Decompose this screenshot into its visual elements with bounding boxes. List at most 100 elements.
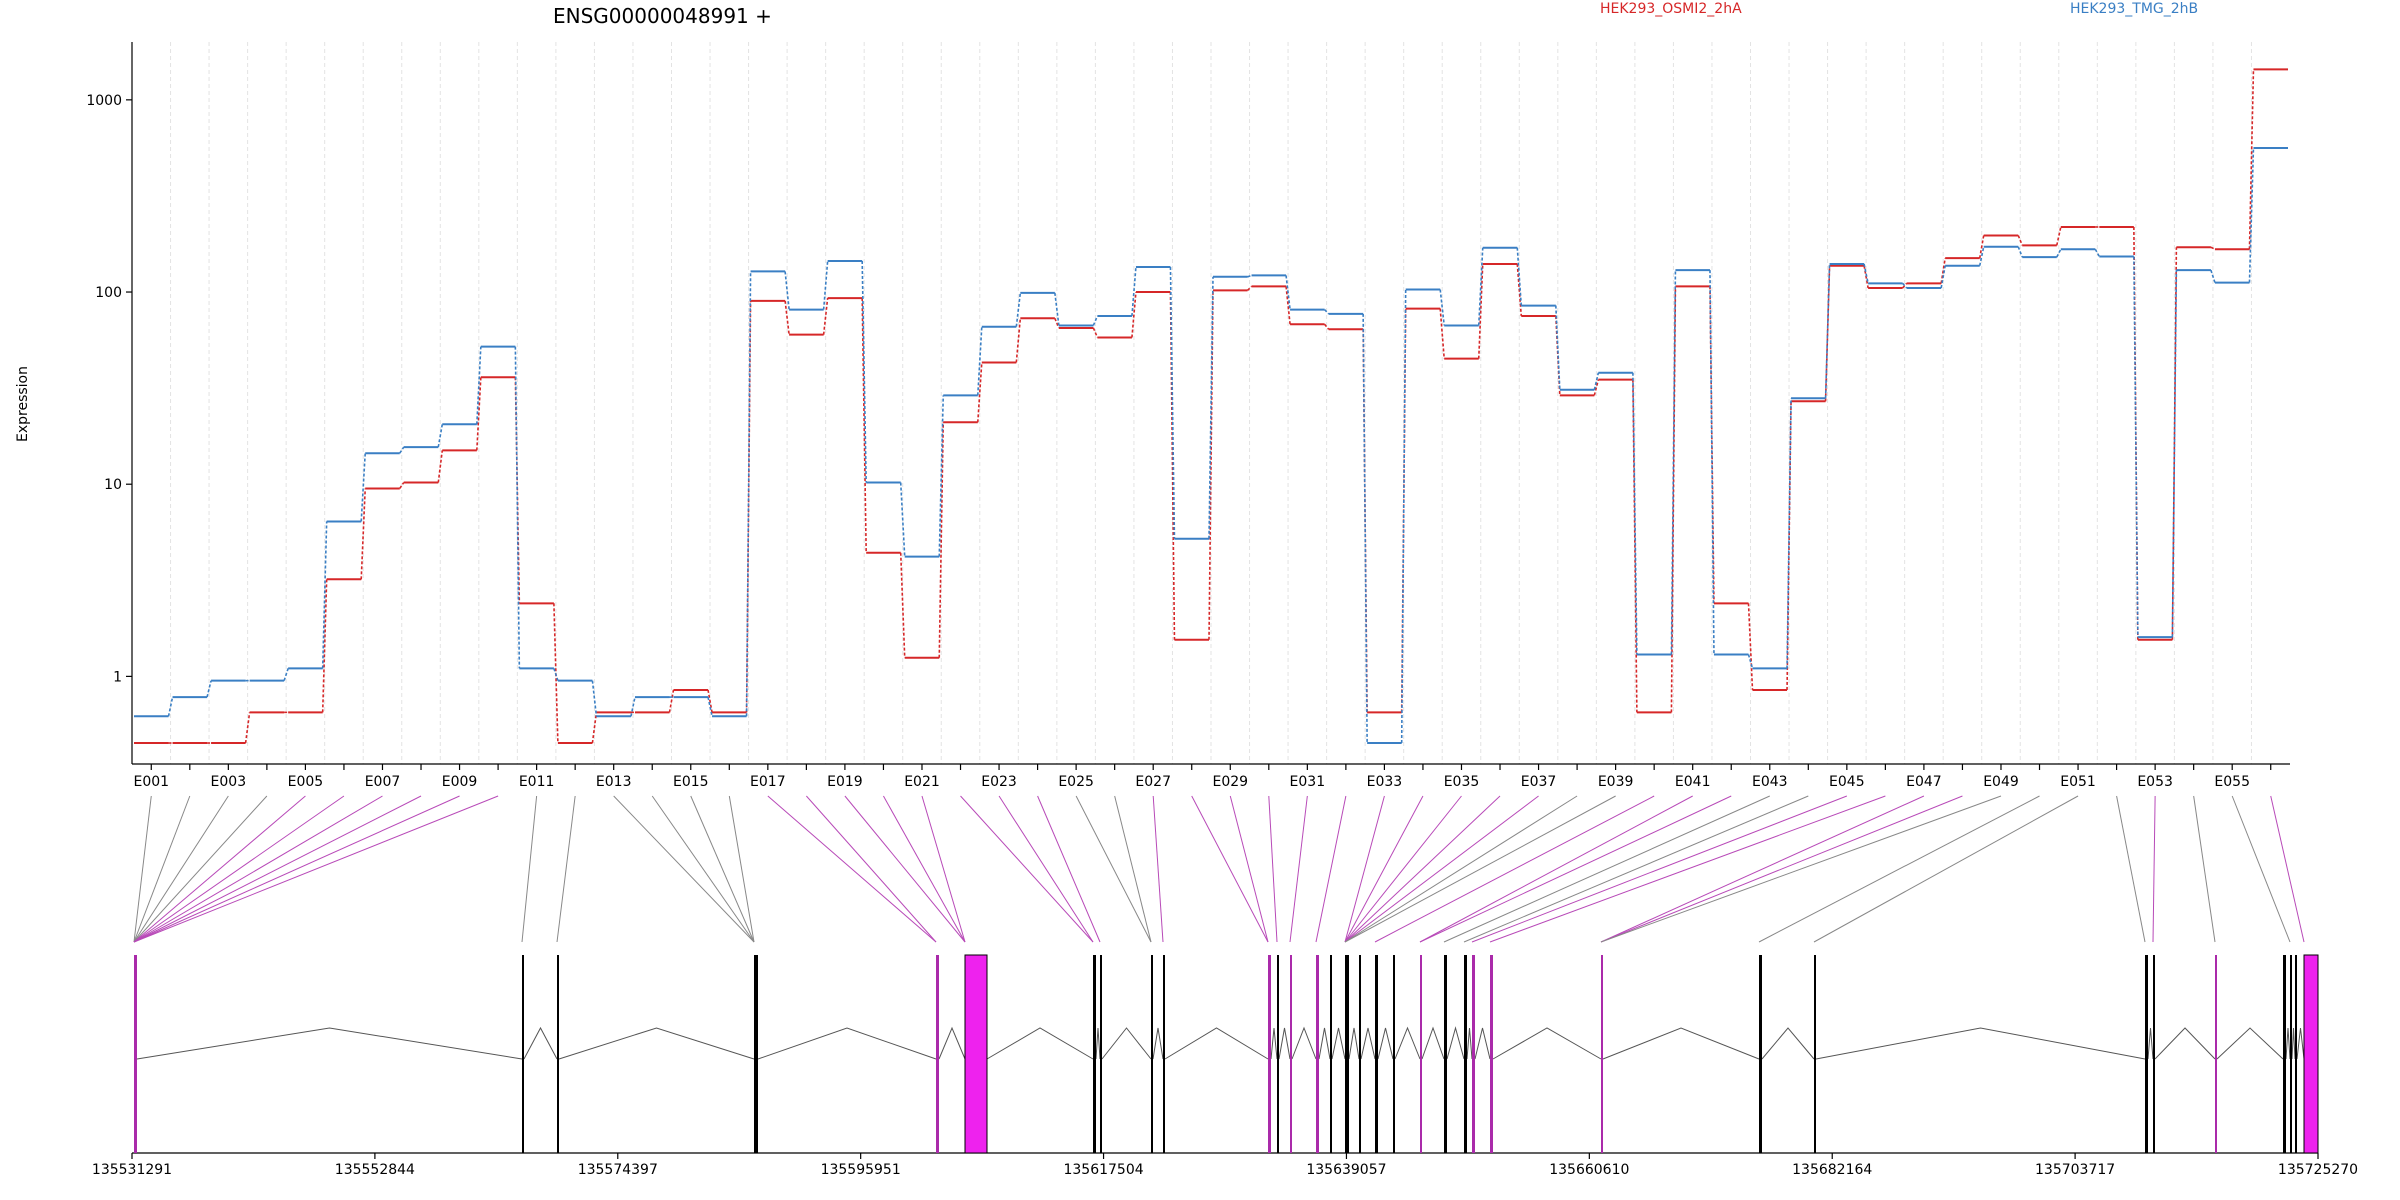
- exon-connector: [690, 795, 755, 943]
- series-1-connector: [1323, 323, 1330, 330]
- intron-line: [136, 1027, 523, 1060]
- exon-block: [2283, 955, 2286, 1153]
- exon-connector: [1315, 795, 1347, 943]
- exon-block: [522, 955, 524, 1153]
- series-1: [134, 68, 2288, 745]
- series-1-connector: [1015, 318, 1022, 363]
- exon-connector: [1463, 795, 1809, 943]
- exon-connector: [1191, 795, 1269, 943]
- intron-line: [1446, 1026, 1465, 1060]
- exon-connector: [133, 795, 499, 943]
- exon-connector: [1489, 795, 1886, 943]
- intron-line: [1394, 1026, 1421, 1060]
- exon-block: [1330, 955, 1332, 1153]
- intron-line: [1360, 1027, 1376, 1060]
- intron-line: [1492, 1027, 1602, 1060]
- exon-connector: [883, 795, 966, 943]
- intron-line: [1095, 1027, 1101, 1060]
- exon-connector: [1152, 795, 1164, 943]
- intron-line: [1278, 1027, 1291, 1060]
- intron-line: [2291, 1027, 2296, 1060]
- genomic-tick-label-7: 135682164: [1792, 1162, 1872, 1178]
- y-tick-label-3: 1000: [86, 93, 122, 109]
- series-1-connector: [399, 482, 405, 489]
- exon-connector: [1344, 795, 1501, 943]
- x-tick-label-E039: E039: [1598, 774, 1634, 790]
- x-tick-label-E007: E007: [365, 774, 401, 790]
- series-1-connector: [437, 450, 444, 483]
- exon-block: [1100, 955, 1102, 1153]
- series-2-connector: [822, 260, 829, 310]
- x-tick-label-E043: E043: [1752, 774, 1788, 790]
- legend-series-1: HEK293_OSMI2_2hA: [1600, 1, 1742, 17]
- y-axis-label: Expression: [15, 366, 31, 442]
- series-1-connector: [360, 488, 367, 580]
- intron-line: [523, 1026, 558, 1060]
- exon-connector: [1037, 795, 1101, 943]
- genomic-tick-label-8: 135703717: [2035, 1162, 2115, 1178]
- x-tick-label-E013: E013: [596, 774, 632, 790]
- exon-connector: [998, 795, 1094, 943]
- series-2-connector: [1169, 266, 1176, 539]
- series-1-connector: [1902, 282, 1908, 289]
- exon-connector: [728, 795, 755, 943]
- intron-line: [938, 1026, 966, 1060]
- series-2-connector: [899, 482, 906, 557]
- series-2-connector: [167, 696, 174, 717]
- chart-title: ENSG00000048991 +: [553, 4, 772, 28]
- series-1-connector: [1285, 286, 1291, 325]
- intron-line: [1761, 1027, 1815, 1060]
- exon-connector: [133, 795, 306, 943]
- series-2-connector: [2094, 248, 2101, 257]
- series-1-connector: [1169, 292, 1176, 640]
- series-1-connector: [1824, 265, 1831, 402]
- series-1-connector: [1054, 317, 1060, 329]
- series-2-connector: [784, 271, 790, 310]
- series-1-connector: [1516, 263, 1523, 317]
- exon-block: [1277, 955, 1279, 1153]
- series-2-connector: [1863, 263, 1869, 284]
- intron-line: [1291, 1026, 1317, 1060]
- exon-connector: [651, 795, 755, 943]
- series-2-connector: [2248, 147, 2255, 283]
- exon-connector: [133, 795, 460, 943]
- exon-connector: [133, 795, 191, 943]
- x-tick-label-E033: E033: [1367, 774, 1403, 790]
- x-tick-label-E025: E025: [1058, 774, 1094, 790]
- series-2-connector: [1978, 246, 1985, 266]
- genomic-tick-label-5: 135639057: [1306, 1162, 1386, 1178]
- exon-block: [2215, 955, 2217, 1153]
- series-1-connector: [1978, 235, 1985, 259]
- series-1-connector: [476, 377, 482, 451]
- exon-block: [1268, 955, 1271, 1153]
- series-2-connector: [2133, 256, 2139, 638]
- series-1-connector: [244, 712, 251, 744]
- exon-block: [557, 955, 559, 1153]
- series-1-connector: [2017, 235, 2023, 246]
- exon-block: [936, 955, 939, 1153]
- exon-connector: [960, 795, 1094, 943]
- x-tick-label-E011: E011: [519, 774, 555, 790]
- series-1-connector: [1593, 379, 1600, 396]
- exon-block: [1290, 955, 1292, 1153]
- genomic-tick-label-0: 135531291: [92, 1162, 172, 1178]
- exon-block-highlight: [2303, 954, 2319, 1154]
- x-tick-label-E023: E023: [981, 774, 1017, 790]
- intron-line: [1331, 1027, 1346, 1060]
- exon-block: [1759, 955, 1762, 1153]
- series-1-connector: [2056, 226, 2062, 246]
- series-2-connector: [1092, 315, 1099, 326]
- series-2-connector: [1632, 372, 1638, 655]
- intron-line: [558, 1027, 755, 1060]
- series-2-connector: [514, 346, 521, 669]
- exon-connector: [133, 795, 422, 943]
- x-tick-label-E037: E037: [1521, 774, 1557, 790]
- exon-block: [1093, 955, 1096, 1153]
- intron-line: [2296, 1027, 2305, 1060]
- exon-connector: [806, 795, 937, 943]
- x-tick-label-E049: E049: [1983, 774, 2019, 790]
- intron-line: [1318, 1027, 1331, 1060]
- series-1-connector: [668, 689, 675, 713]
- exon-connector: [1758, 795, 2040, 943]
- intron-line: [1377, 1027, 1394, 1060]
